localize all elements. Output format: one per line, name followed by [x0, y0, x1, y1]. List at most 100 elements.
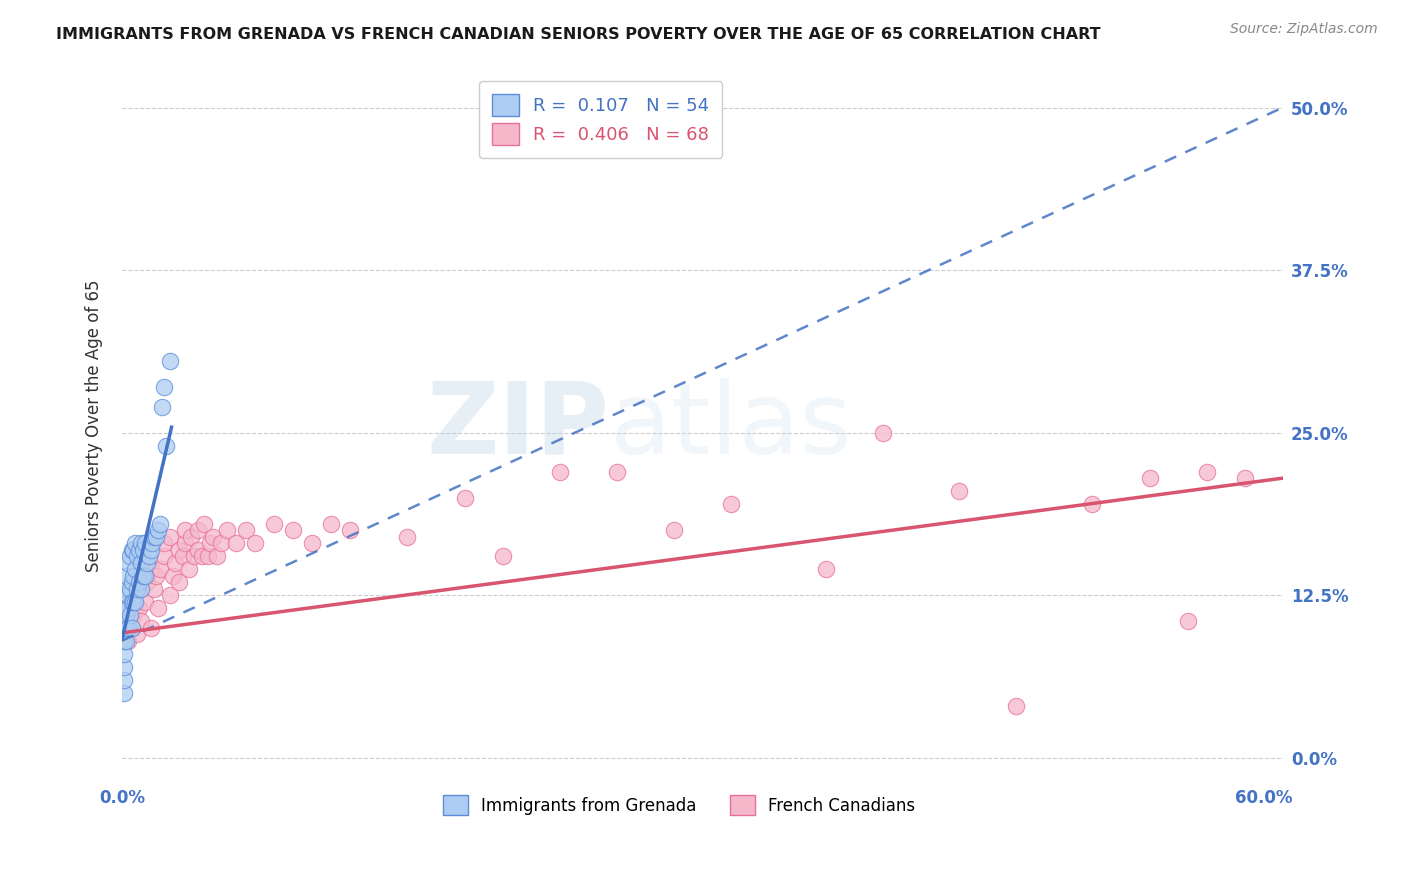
Point	[122, 568, 145, 582]
Point	[141, 536, 163, 550]
Point	[129, 536, 152, 550]
Point	[138, 549, 160, 564]
Point	[205, 549, 228, 564]
Point	[720, 497, 742, 511]
Point	[134, 568, 156, 582]
Legend: Immigrants from Grenada, French Canadians: Immigrants from Grenada, French Canadian…	[433, 785, 925, 825]
Point	[115, 607, 138, 622]
Point	[121, 575, 143, 590]
Point	[1177, 614, 1199, 628]
Point	[215, 523, 238, 537]
Point	[112, 659, 135, 673]
Point	[129, 556, 152, 570]
Point	[198, 536, 221, 550]
Point	[1139, 471, 1161, 485]
Point	[396, 530, 419, 544]
Point	[143, 582, 166, 596]
Point	[124, 536, 146, 550]
Point	[124, 588, 146, 602]
Point	[118, 614, 141, 628]
Point	[118, 582, 141, 596]
Point	[187, 542, 209, 557]
Point	[235, 523, 257, 537]
Point	[112, 621, 135, 635]
Point	[112, 647, 135, 661]
Text: Source: ZipAtlas.com: Source: ZipAtlas.com	[1230, 22, 1378, 37]
Point	[155, 439, 177, 453]
Point	[115, 595, 138, 609]
Point	[491, 549, 513, 564]
Point	[121, 595, 143, 609]
Point	[150, 400, 173, 414]
Point	[135, 575, 157, 590]
Point	[173, 536, 195, 550]
Point	[127, 549, 149, 564]
Point	[132, 568, 155, 582]
Text: atlas: atlas	[610, 377, 851, 475]
Point	[153, 380, 176, 394]
Point	[180, 530, 202, 544]
Point	[124, 595, 146, 609]
Point	[172, 549, 194, 564]
Point	[112, 673, 135, 687]
Point	[548, 465, 571, 479]
Y-axis label: Seniors Poverty Over the Age of 65: Seniors Poverty Over the Age of 65	[86, 280, 103, 573]
Point	[117, 633, 139, 648]
Point	[117, 621, 139, 635]
Point	[202, 530, 225, 544]
Point	[117, 556, 139, 570]
Point	[129, 582, 152, 596]
Point	[117, 601, 139, 615]
Point	[145, 568, 167, 582]
Point	[872, 425, 894, 440]
Point	[167, 542, 190, 557]
Point	[1081, 497, 1104, 511]
Point	[139, 542, 162, 557]
Point	[122, 542, 145, 557]
Point	[193, 516, 215, 531]
Point	[167, 575, 190, 590]
Point	[815, 562, 838, 576]
Point	[121, 621, 143, 635]
Point	[128, 542, 150, 557]
Point	[245, 536, 267, 550]
Point	[112, 621, 135, 635]
Point	[177, 562, 200, 576]
Point	[183, 549, 205, 564]
Point	[115, 582, 138, 596]
Point	[115, 568, 138, 582]
Point	[112, 607, 135, 622]
Point	[159, 354, 181, 368]
Point	[117, 601, 139, 615]
Point	[127, 582, 149, 596]
Point	[135, 556, 157, 570]
Point	[321, 516, 343, 531]
Point	[134, 536, 156, 550]
Point	[129, 582, 152, 596]
Point	[115, 607, 138, 622]
Point	[112, 633, 135, 648]
Point	[134, 595, 156, 609]
Point	[124, 562, 146, 576]
Point	[145, 530, 167, 544]
Point	[121, 542, 143, 557]
Point	[118, 549, 141, 564]
Point	[283, 523, 305, 537]
Point	[209, 536, 232, 550]
Point	[662, 523, 685, 537]
Point	[115, 633, 138, 648]
Point	[122, 607, 145, 622]
Text: IMMIGRANTS FROM GRENADA VS FRENCH CANADIAN SENIORS POVERTY OVER THE AGE OF 65 CO: IMMIGRANTS FROM GRENADA VS FRENCH CANADI…	[56, 27, 1101, 42]
Text: ZIP: ZIP	[426, 377, 610, 475]
Point	[122, 595, 145, 609]
Point	[117, 588, 139, 602]
Point	[187, 523, 209, 537]
Point	[149, 516, 172, 531]
Point	[132, 542, 155, 557]
Point	[606, 465, 628, 479]
Point	[149, 562, 172, 576]
Point	[143, 530, 166, 544]
Point	[128, 575, 150, 590]
Point	[339, 523, 361, 537]
Point	[159, 588, 181, 602]
